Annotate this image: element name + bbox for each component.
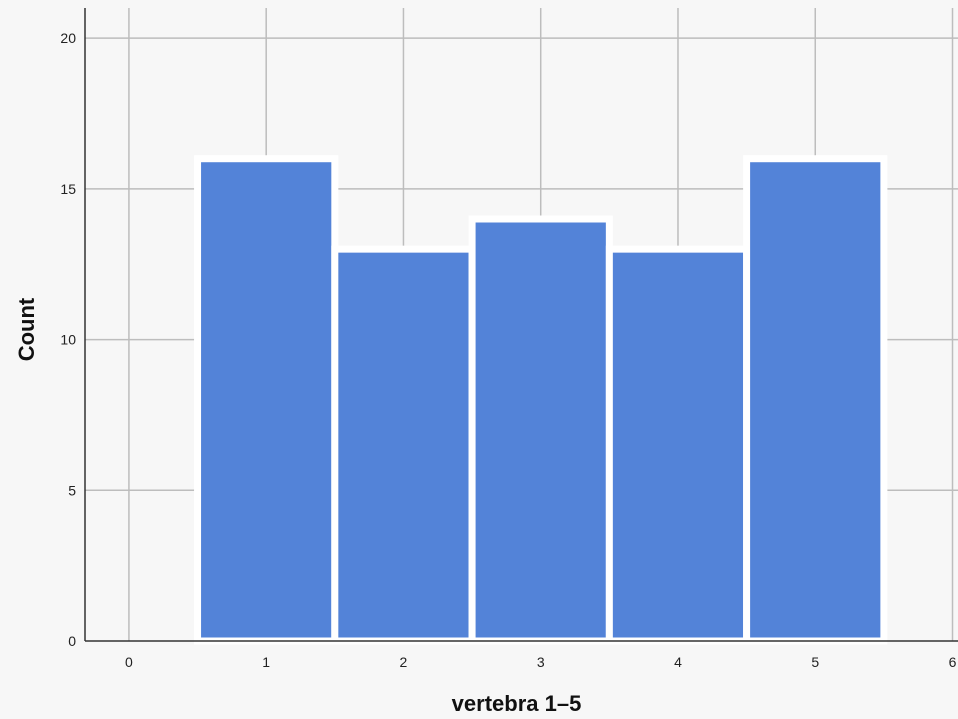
x-tick-label-2: 2 xyxy=(400,654,408,670)
bar-3 xyxy=(468,215,613,645)
y-tick-label-5: 5 xyxy=(68,482,76,498)
x-axis-title: vertebra 1–5 xyxy=(452,691,582,716)
y-axis-title: Count xyxy=(14,297,39,361)
x-tick-label-3: 3 xyxy=(537,654,545,670)
axes xyxy=(84,8,958,642)
bars xyxy=(194,155,888,645)
x-tick-label-0: 0 xyxy=(125,654,133,670)
x-tick-label-6: 6 xyxy=(949,654,957,670)
x-tick-label-1: 1 xyxy=(262,654,270,670)
x-tick-label-5: 5 xyxy=(811,654,819,670)
y-tick-label-20: 20 xyxy=(60,30,76,46)
bar-5 xyxy=(743,155,888,645)
bar-1 xyxy=(194,155,339,645)
y-tick-label-15: 15 xyxy=(60,181,76,197)
y-tick-label-10: 10 xyxy=(60,332,76,348)
tick-labels: 0 1 2 3 4 5 6 0 5 10 15 20 xyxy=(60,30,956,670)
y-tick-label-0: 0 xyxy=(68,633,76,649)
x-tick-label-4: 4 xyxy=(674,654,682,670)
bar-4 xyxy=(605,245,751,645)
bar-2 xyxy=(331,245,476,645)
